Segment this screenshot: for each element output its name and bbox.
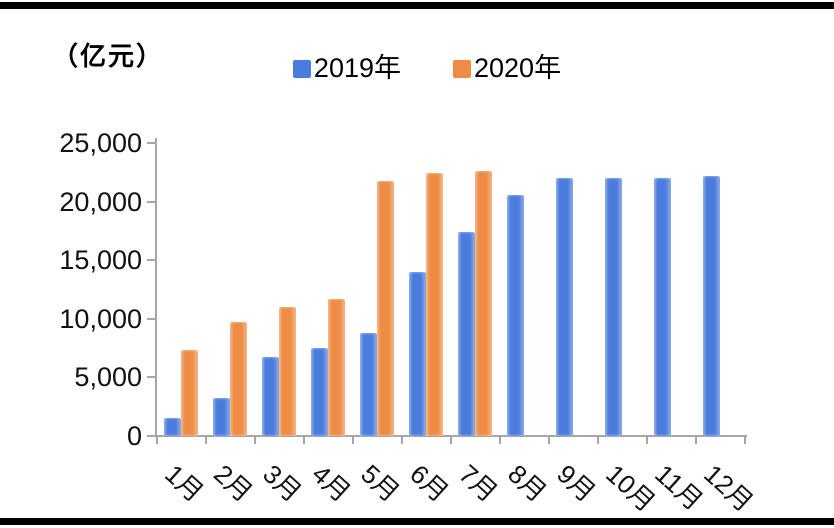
top-divider xyxy=(0,2,834,9)
bar-2019年-3月 xyxy=(262,357,279,436)
x-axis-label: 12月 xyxy=(697,458,759,518)
bar-2019年-12月 xyxy=(703,176,720,436)
y-axis-tick xyxy=(147,376,155,379)
bar-2019年-5月 xyxy=(360,333,377,436)
x-axis-tick xyxy=(401,437,403,444)
legend-label-2020: 2020年 xyxy=(474,53,562,83)
bar-2019年-11月 xyxy=(654,178,671,436)
bar-2019年-7月 xyxy=(458,232,475,436)
x-axis-label: 3月 xyxy=(256,458,307,508)
bar-2020年-5月 xyxy=(377,181,394,436)
bar-2020年-3月 xyxy=(279,307,296,436)
x-axis-tick xyxy=(548,437,550,444)
x-axis-tick xyxy=(205,437,207,444)
legend-swatch-2020-icon xyxy=(453,59,471,78)
x-axis-label: 1月 xyxy=(158,458,209,508)
x-axis-tick xyxy=(352,437,354,444)
x-axis-tick xyxy=(254,437,256,444)
bar-2019年-2月 xyxy=(213,398,230,436)
x-axis-tick xyxy=(450,437,452,444)
x-axis-label: 11月 xyxy=(648,458,709,517)
y-axis-tick xyxy=(147,200,155,203)
x-axis-tick xyxy=(156,437,158,444)
x-axis-label: 8月 xyxy=(501,458,552,508)
y-axis-tick-label: 15,000 xyxy=(59,245,142,276)
x-axis-tick xyxy=(646,437,648,444)
bar-2020年-2月 xyxy=(230,322,247,436)
bar-2019年-8月 xyxy=(507,195,524,436)
y-axis-tick xyxy=(147,435,155,437)
bar-2020年-4月 xyxy=(328,299,345,436)
x-axis-label: 6月 xyxy=(403,458,454,508)
y-axis-tick xyxy=(147,259,155,262)
legend-item-2020: 2020年 xyxy=(453,55,561,82)
legend-label-2019: 2019年 xyxy=(313,53,401,83)
bar-2019年-9月 xyxy=(556,178,573,436)
y-axis-tick-label: 10,000 xyxy=(59,303,142,334)
bar-2019年-4月 xyxy=(311,348,328,436)
y-axis-tick xyxy=(147,317,155,320)
axis-unit-label: （亿元） xyxy=(52,42,165,72)
x-axis-tick xyxy=(499,437,501,444)
x-axis-label: 9月 xyxy=(550,458,601,508)
legend: 2019年 2020年 xyxy=(20,55,834,82)
legend-item-2019: 2019年 xyxy=(292,53,401,83)
bar-2019年-6月 xyxy=(409,272,426,436)
x-axis-tick xyxy=(597,437,599,444)
bar-2019年-10月 xyxy=(605,178,622,436)
bottom-divider xyxy=(0,518,834,525)
x-axis-tick xyxy=(695,437,697,444)
x-axis-label: 4月 xyxy=(305,458,356,508)
y-axis-line xyxy=(155,138,157,437)
x-axis-line xyxy=(155,435,747,437)
y-axis-tick xyxy=(147,142,155,144)
y-axis-tick-label: 5,000 xyxy=(74,362,142,393)
y-axis-tick-label: 20,000 xyxy=(59,186,142,217)
bar-2020年-6月 xyxy=(426,173,443,436)
x-axis-tick xyxy=(744,437,746,444)
x-axis-label: 10月 xyxy=(599,458,661,518)
y-axis-tick-label: 25,000 xyxy=(59,128,142,158)
x-axis-label: 7月 xyxy=(452,458,503,508)
bar-2019年-1月 xyxy=(164,418,181,436)
x-axis-label: 2月 xyxy=(207,458,258,508)
bar-2020年-7月 xyxy=(475,171,492,436)
bar-2020年-1月 xyxy=(181,350,198,436)
y-axis-tick-label: 0 xyxy=(126,421,142,451)
x-axis-tick xyxy=(303,437,305,444)
legend-swatch-2019-icon xyxy=(292,59,311,78)
x-axis-label: 5月 xyxy=(354,458,405,508)
